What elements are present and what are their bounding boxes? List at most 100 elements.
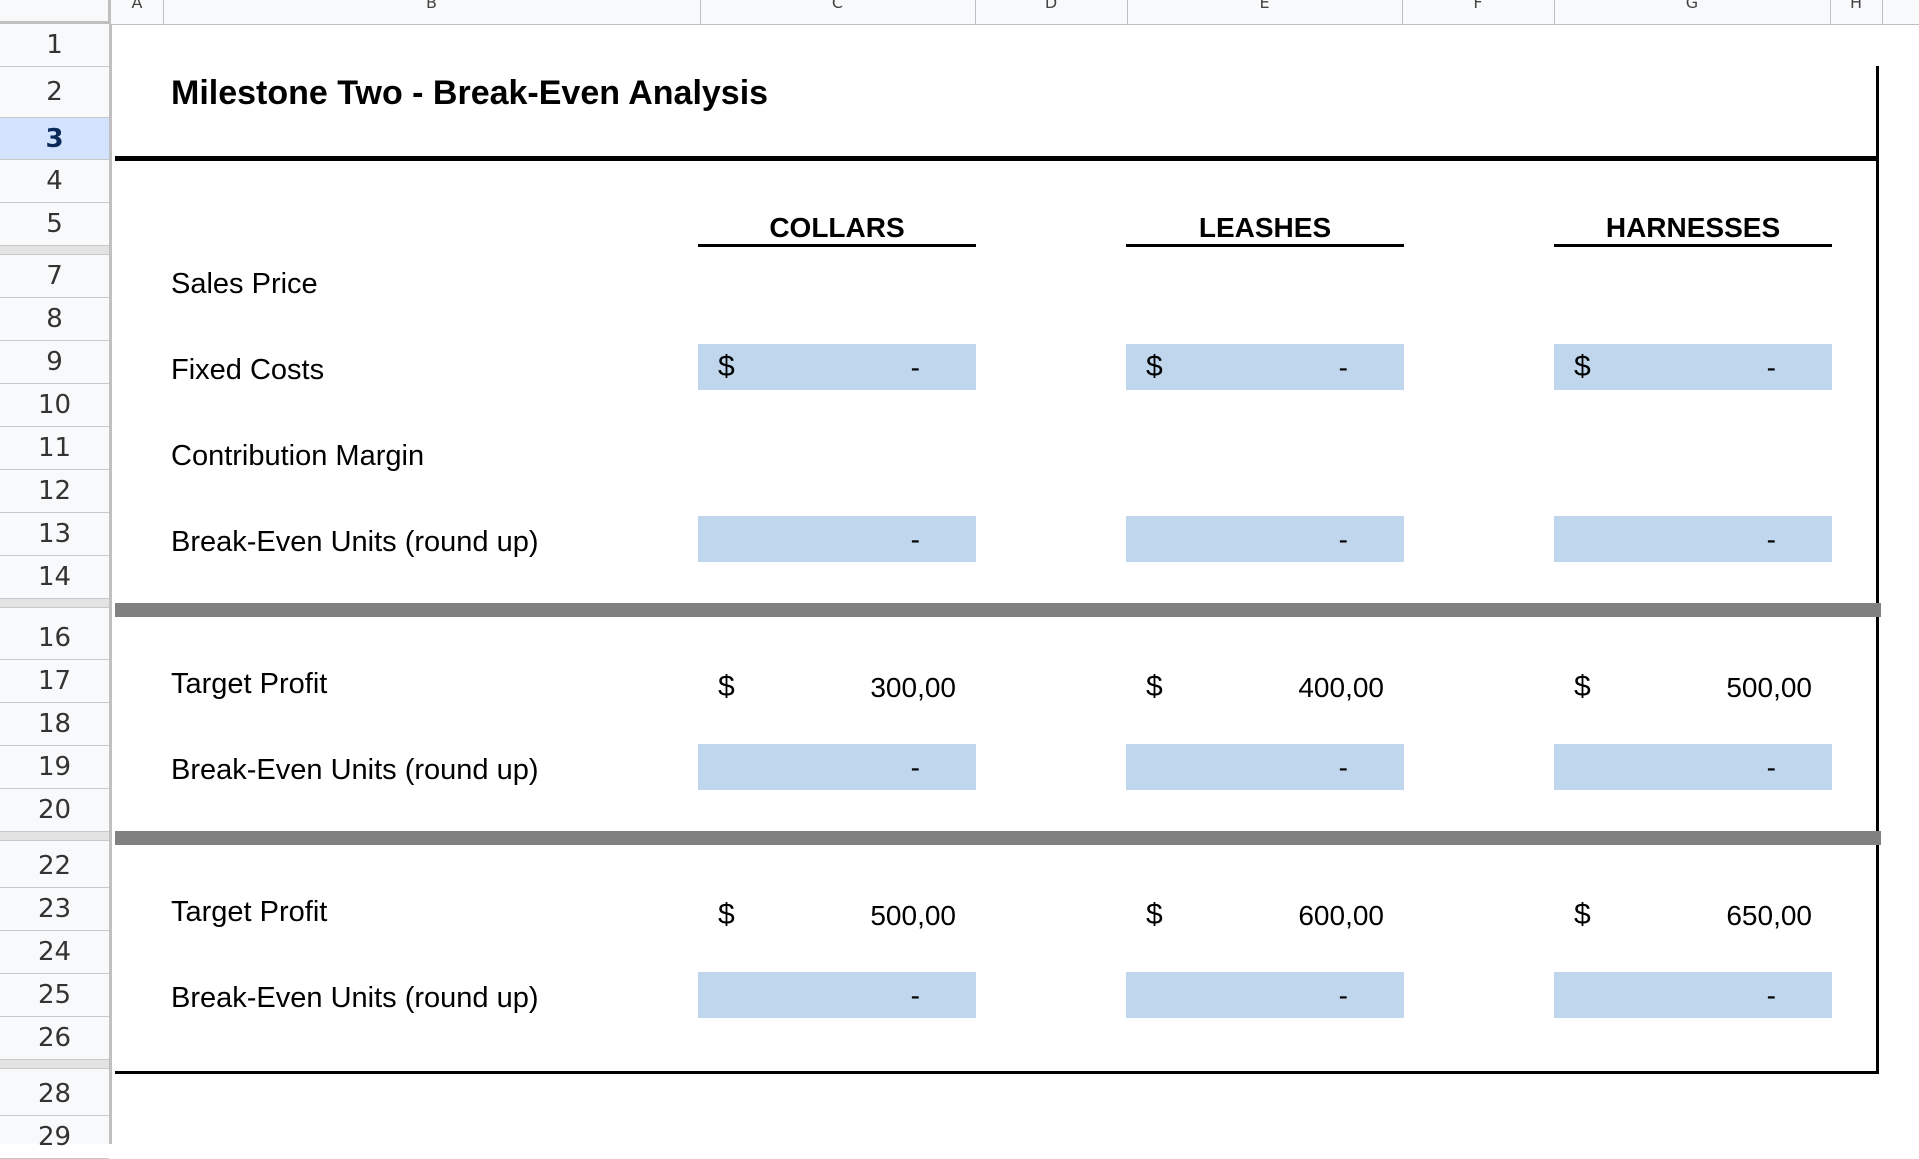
- row-header-1[interactable]: 1: [0, 24, 109, 67]
- product-header-leashes: LEASHES: [1198, 212, 1332, 243]
- product-header-underline: [1554, 244, 1832, 247]
- break-even-harnesses-cell[interactable]: -: [1554, 744, 1832, 790]
- row-header-28[interactable]: 28: [0, 1073, 109, 1116]
- break-even-collars-cell[interactable]: -: [698, 516, 976, 562]
- row-header-5[interactable]: 5: [0, 203, 109, 246]
- row-header-26[interactable]: 26: [0, 1017, 109, 1060]
- fixed-costs-collars-cell[interactable]: $ -: [698, 344, 976, 390]
- target-profit-collars-cell[interactable]: $ 500,00: [698, 892, 976, 938]
- currency-symbol: $: [718, 898, 735, 931]
- target-profit-harnesses-cell[interactable]: $ 650,00: [1554, 892, 1832, 938]
- column-header-bar: A B C D E F G H: [0, 0, 1919, 25]
- currency-symbol: $: [1574, 670, 1591, 703]
- row-header-7[interactable]: 7: [0, 255, 109, 298]
- table-right-border: [1876, 66, 1879, 1074]
- column-header-b[interactable]: B: [163, 0, 701, 24]
- target-profit-label: Target Profit: [171, 896, 328, 928]
- column-header-h[interactable]: H: [1830, 0, 1883, 24]
- currency-symbol: $: [718, 670, 735, 703]
- target-profit-leashes-cell[interactable]: $ 400,00: [1126, 664, 1404, 710]
- row-header-13[interactable]: 13: [0, 513, 109, 556]
- table-bottom-border: [115, 1071, 1879, 1074]
- target-profit-collars-cell[interactable]: $ 300,00: [698, 664, 976, 710]
- hidden-row-15-indicator[interactable]: [0, 599, 109, 608]
- row-header-11[interactable]: 11: [0, 427, 109, 470]
- hidden-row-21-indicator[interactable]: [0, 832, 109, 841]
- cell-value: 650,00: [1726, 900, 1812, 931]
- cell-value: -: [1338, 980, 1348, 1011]
- target-profit-harnesses-cell[interactable]: $ 500,00: [1554, 664, 1832, 710]
- row-header-29[interactable]: 29: [0, 1116, 109, 1159]
- target-profit-label: Target Profit: [171, 668, 328, 700]
- fixed-costs-leashes-cell[interactable]: $ -: [1126, 344, 1404, 390]
- column-header-d[interactable]: D: [975, 0, 1128, 24]
- break-even-leashes-cell[interactable]: -: [1126, 516, 1404, 562]
- break-even-harnesses-cell[interactable]: -: [1554, 972, 1832, 1018]
- break-even-units-label: Break-Even Units (round up): [171, 526, 539, 558]
- cell-value: -: [910, 980, 920, 1011]
- cell-value: -: [1338, 352, 1348, 383]
- break-even-harnesses-cell[interactable]: -: [1554, 516, 1832, 562]
- cell-value: -: [1338, 752, 1348, 783]
- product-header-harnesses: HARNESSES: [1605, 212, 1781, 243]
- row-header-16[interactable]: 16: [0, 617, 109, 660]
- cell-value: 500,00: [1726, 672, 1812, 703]
- cell-value: -: [1338, 524, 1348, 555]
- row-header-22[interactable]: 22: [0, 845, 109, 888]
- sheet-title: Milestone Two - Break-Even Analysis: [171, 74, 769, 112]
- cell-value: 600,00: [1298, 900, 1384, 931]
- cell-value: -: [910, 752, 920, 783]
- hidden-row-27-indicator[interactable]: [0, 1060, 109, 1069]
- cell-value: -: [1766, 524, 1776, 555]
- break-even-leashes-cell[interactable]: -: [1126, 972, 1404, 1018]
- select-all-corner[interactable]: [0, 0, 111, 24]
- column-header-g[interactable]: G: [1554, 0, 1831, 24]
- break-even-leashes-cell[interactable]: -: [1126, 744, 1404, 790]
- product-header-underline: [1126, 244, 1404, 247]
- row-header-8[interactable]: 8: [0, 298, 109, 341]
- column-header-f[interactable]: F: [1402, 0, 1555, 24]
- row-header-9[interactable]: 9: [0, 341, 109, 384]
- row-header-2[interactable]: 2: [0, 67, 109, 118]
- break-even-units-label: Break-Even Units (round up): [171, 754, 539, 786]
- target-profit-leashes-cell[interactable]: $ 600,00: [1126, 892, 1404, 938]
- currency-symbol: $: [1146, 670, 1163, 703]
- row-header-12[interactable]: 12: [0, 470, 109, 513]
- column-header-e[interactable]: E: [1127, 0, 1403, 24]
- row-header-10[interactable]: 10: [0, 384, 109, 427]
- row-header-19[interactable]: 19: [0, 746, 109, 789]
- row-header-23[interactable]: 23: [0, 888, 109, 931]
- product-header-collars: COLLARS: [769, 212, 905, 243]
- row-header-20[interactable]: 20: [0, 789, 109, 832]
- contribution-margin-label: Contribution Margin: [171, 440, 425, 472]
- cell-value: -: [910, 524, 920, 555]
- row-header-4[interactable]: 4: [0, 160, 109, 203]
- row-header-3[interactable]: 3: [0, 118, 109, 160]
- break-even-units-label: Break-Even Units (round up): [171, 982, 539, 1014]
- row-header-25[interactable]: 25: [0, 974, 109, 1017]
- cell-value: 500,00: [870, 900, 956, 931]
- product-header-underline: [698, 244, 976, 247]
- fixed-costs-label: Fixed Costs: [171, 354, 325, 386]
- cell-value: -: [1766, 752, 1776, 783]
- break-even-collars-cell[interactable]: -: [698, 744, 976, 790]
- row-header-14[interactable]: 14: [0, 556, 109, 599]
- hidden-row-6-indicator[interactable]: [0, 246, 109, 255]
- cell-value: -: [1766, 352, 1776, 383]
- currency-symbol: $: [1574, 898, 1591, 931]
- currency-symbol: $: [1146, 350, 1163, 383]
- currency-symbol: $: [1574, 350, 1591, 383]
- section-divider-band: [115, 603, 1881, 617]
- row-header-17[interactable]: 17: [0, 660, 109, 703]
- sales-price-label: Sales Price: [171, 268, 318, 300]
- fixed-costs-harnesses-cell[interactable]: $ -: [1554, 344, 1832, 390]
- column-header-c[interactable]: C: [700, 0, 976, 24]
- cell-value: -: [910, 352, 920, 383]
- column-header-a[interactable]: A: [111, 0, 164, 24]
- row-header-18[interactable]: 18: [0, 703, 109, 746]
- row-header-24[interactable]: 24: [0, 931, 109, 974]
- break-even-collars-cell[interactable]: -: [698, 972, 976, 1018]
- row-header-bar: [0, 24, 112, 1144]
- title-underline: [115, 156, 1879, 161]
- currency-symbol: $: [1146, 898, 1163, 931]
